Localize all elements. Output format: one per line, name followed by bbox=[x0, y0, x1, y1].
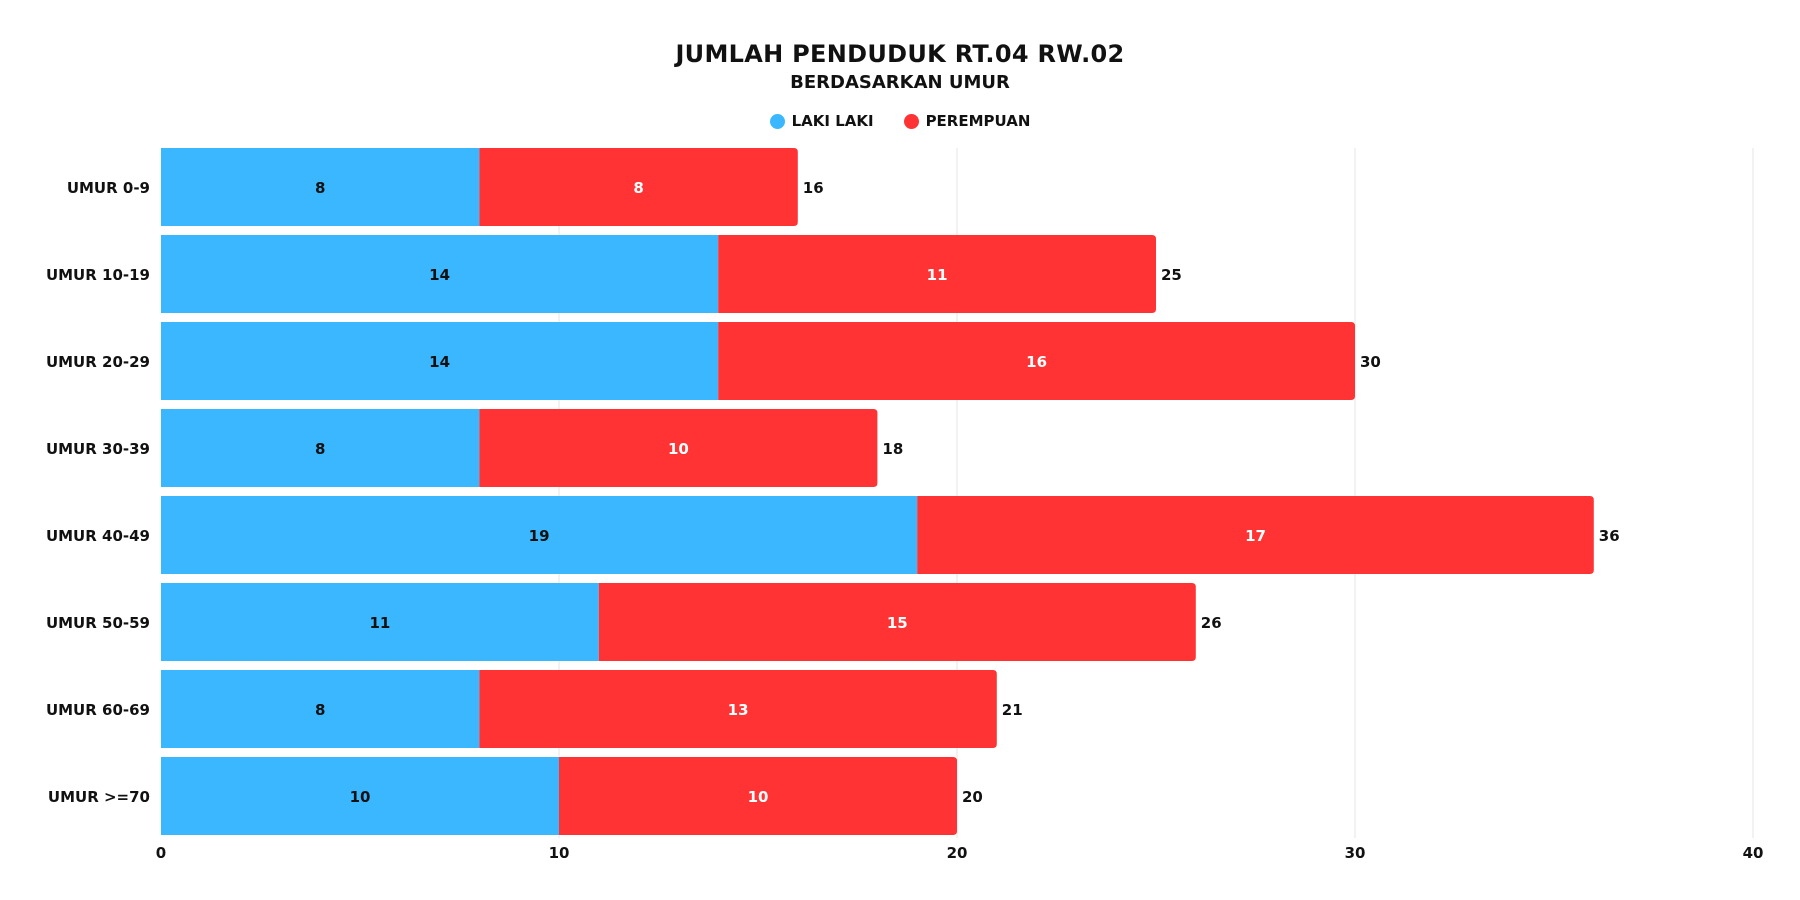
x-tick-label: 20 bbox=[947, 844, 968, 862]
total-label: 18 bbox=[882, 440, 903, 458]
bar-segment-perempuan[interactable] bbox=[479, 148, 798, 226]
data-label: 14 bbox=[429, 266, 450, 284]
bar-segment-laki-laki[interactable] bbox=[161, 322, 719, 400]
data-label: 16 bbox=[1026, 353, 1047, 371]
data-label: 17 bbox=[1245, 527, 1266, 545]
legend: LAKI LAKI PEREMPUAN bbox=[0, 112, 1800, 130]
data-label: 10 bbox=[748, 788, 769, 806]
bar-segment-laki-laki[interactable] bbox=[161, 496, 918, 574]
data-label: 8 bbox=[315, 701, 325, 719]
total-label: 26 bbox=[1201, 614, 1222, 632]
bar-segment-laki-laki[interactable] bbox=[161, 409, 480, 487]
total-label: 21 bbox=[1002, 701, 1023, 719]
legend-swatch-laki-laki bbox=[769, 113, 785, 129]
category-label: UMUR 10-19 bbox=[46, 266, 150, 284]
bar-segment-perempuan[interactable] bbox=[559, 757, 957, 835]
category-label: UMUR 40-49 bbox=[46, 527, 150, 545]
data-label: 19 bbox=[529, 527, 550, 545]
x-tick-label: 30 bbox=[1345, 844, 1366, 862]
category-label: UMUR 0-9 bbox=[67, 179, 150, 197]
data-label: 11 bbox=[927, 266, 948, 284]
total-label: 20 bbox=[962, 788, 983, 806]
total-label: 36 bbox=[1599, 527, 1620, 545]
data-label: 8 bbox=[315, 179, 325, 197]
bar-segment-perempuan[interactable] bbox=[917, 496, 1594, 574]
legend-swatch-perempuan bbox=[903, 113, 919, 129]
category-label: UMUR 30-39 bbox=[46, 440, 150, 458]
bar-segment-laki-laki[interactable] bbox=[161, 148, 480, 226]
data-label: 8 bbox=[633, 179, 643, 197]
total-label: 30 bbox=[1360, 353, 1381, 371]
data-label: 10 bbox=[668, 440, 689, 458]
x-tick-label: 40 bbox=[1743, 844, 1764, 862]
legend-label-perempuan: PEREMPUAN bbox=[925, 112, 1031, 130]
category-label: UMUR 60-69 bbox=[46, 701, 150, 719]
data-label: 15 bbox=[887, 614, 908, 632]
total-label: 25 bbox=[1161, 266, 1182, 284]
x-tick-label: 0 bbox=[156, 844, 166, 862]
legend-label-laki-laki: LAKI LAKI bbox=[791, 112, 874, 130]
bar-segment-perempuan[interactable] bbox=[718, 322, 1355, 400]
data-label: 11 bbox=[369, 614, 390, 632]
data-label: 10 bbox=[350, 788, 371, 806]
bar-segment-perempuan[interactable] bbox=[479, 670, 997, 748]
data-label: 13 bbox=[728, 701, 749, 719]
bar-segment-perempuan[interactable] bbox=[598, 583, 1196, 661]
legend-item-perempuan[interactable]: PEREMPUAN bbox=[903, 112, 1031, 130]
category-label: UMUR >=70 bbox=[48, 788, 150, 806]
bar-segment-laki-laki[interactable] bbox=[161, 235, 719, 313]
chart-title: JUMLAH PENDUDUK RT.04 RW.02 bbox=[675, 40, 1125, 68]
bar-segment-laki-laki[interactable] bbox=[161, 583, 599, 661]
legend-item-laki-laki[interactable]: LAKI LAKI bbox=[769, 112, 874, 130]
category-label: UMUR 20-29 bbox=[46, 353, 150, 371]
data-label: 14 bbox=[429, 353, 450, 371]
chart-subtitle: BERDASARKAN UMUR bbox=[790, 72, 1010, 93]
bar-segment-perempuan[interactable] bbox=[718, 235, 1156, 313]
category-label: UMUR 50-59 bbox=[46, 614, 150, 632]
bar-segment-perempuan[interactable] bbox=[479, 409, 878, 487]
total-label: 16 bbox=[803, 179, 824, 197]
bar-segment-laki-laki[interactable] bbox=[161, 757, 559, 835]
data-label: 8 bbox=[315, 440, 325, 458]
bar-segment-laki-laki[interactable] bbox=[161, 670, 480, 748]
x-tick-label: 10 bbox=[549, 844, 570, 862]
